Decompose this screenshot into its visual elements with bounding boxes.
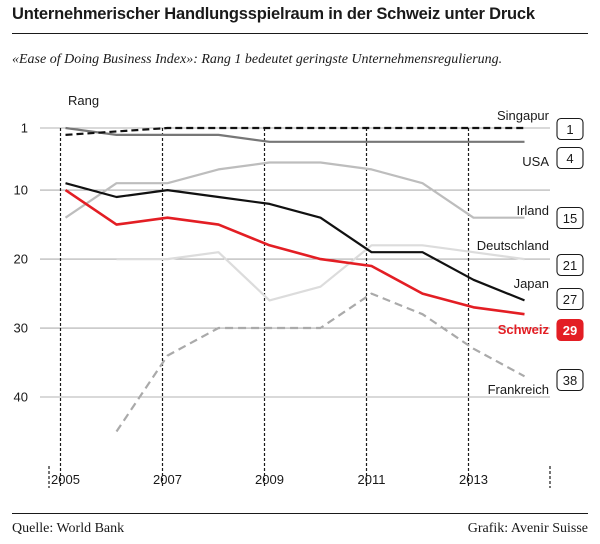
y-axis-label: Rang bbox=[68, 93, 99, 108]
series-line-singapur bbox=[65, 126, 525, 136]
rank-badge-frankreich bbox=[556, 368, 584, 392]
series-label-deutschland: Deutschland bbox=[477, 238, 549, 253]
series-label-japan: Japan bbox=[514, 276, 549, 291]
series-line-frankreich bbox=[115, 292, 526, 433]
series-label-frankreich: Frankreich bbox=[488, 382, 549, 397]
rank-badge-usa bbox=[556, 146, 584, 170]
y-tick-label-30: 30 bbox=[14, 321, 28, 336]
rank-badge-japan bbox=[556, 287, 584, 311]
x-tick-label-2011: 2011 bbox=[358, 472, 386, 487]
source-note: Quelle: World Bank bbox=[12, 521, 125, 536]
rank-badge-irland bbox=[556, 206, 584, 230]
rank-badge-value-irland: 15 bbox=[563, 211, 577, 226]
series-label-singapur: Singapur bbox=[497, 108, 550, 123]
rank-badge-value-frankreich: 38 bbox=[563, 373, 577, 388]
rank-badge-value-schweiz: 29 bbox=[563, 323, 577, 338]
rank-badge-value-singapur: 1 bbox=[566, 122, 573, 137]
chart-title: Unternehmerischer Handlungsspielraum in … bbox=[12, 5, 535, 23]
x-tick-label-2005: 2005 bbox=[51, 472, 80, 487]
series-line-japan bbox=[65, 182, 525, 302]
y-tick-label-20: 20 bbox=[14, 252, 28, 267]
x-tick-label-2007: 2007 bbox=[153, 472, 182, 487]
rank-badge-value-deutschland: 21 bbox=[563, 258, 577, 273]
footer-rule bbox=[12, 513, 588, 514]
rank-badge-singapur bbox=[556, 117, 584, 141]
rank-badge-value-japan: 27 bbox=[563, 292, 577, 307]
credit-note: Grafik: Avenir Suisse bbox=[467, 521, 588, 536]
series-line-irland bbox=[64, 161, 525, 219]
series-line-schweiz bbox=[64, 189, 525, 316]
series-label-schweiz: Schweiz bbox=[498, 322, 550, 337]
rank-badge-schweiz bbox=[556, 318, 584, 342]
rank-badge-deutschland bbox=[556, 253, 584, 277]
x-tick-label-2013: 2013 bbox=[459, 472, 488, 487]
x-tick-label-2009: 2009 bbox=[255, 472, 284, 487]
y-tick-label-40: 40 bbox=[14, 390, 28, 405]
title-rule bbox=[12, 33, 588, 34]
series-label-irland: Irland bbox=[516, 203, 549, 218]
chart-subtitle: «Ease of Doing Business Index»: Rang 1 b… bbox=[12, 52, 503, 67]
series-label-usa: USA bbox=[522, 154, 549, 169]
y-tick-label-1: 1 bbox=[21, 121, 28, 136]
y-tick-label-10: 10 bbox=[14, 183, 28, 198]
series-line-usa bbox=[65, 126, 525, 143]
series-line-deutschland bbox=[116, 244, 525, 302]
rank-badge-value-usa: 4 bbox=[566, 151, 573, 166]
